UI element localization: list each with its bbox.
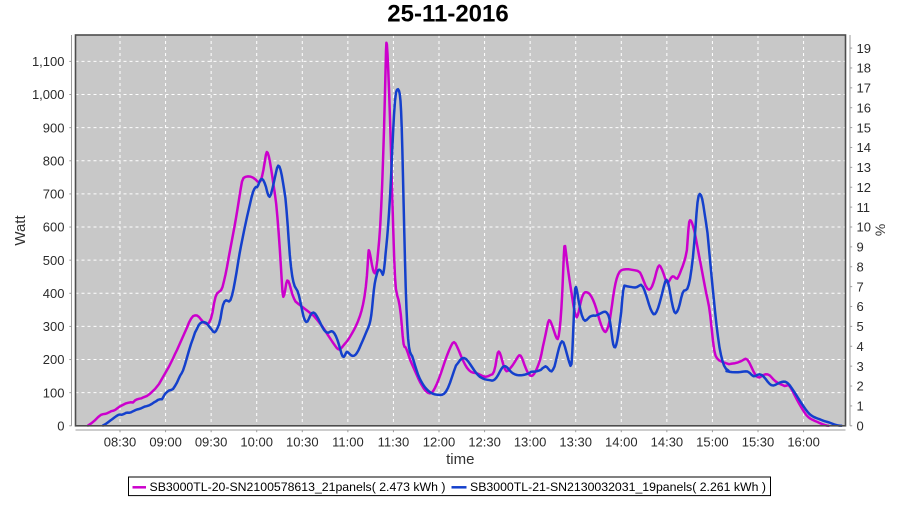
svg-text:1,000: 1,000	[32, 87, 65, 102]
svg-text:0: 0	[57, 419, 64, 434]
svg-text:14:00: 14:00	[605, 434, 638, 449]
svg-text:12:30: 12:30	[468, 434, 501, 449]
svg-text:11:00: 11:00	[332, 434, 364, 449]
svg-text:7: 7	[857, 279, 864, 294]
svg-text:600: 600	[43, 220, 65, 235]
svg-text:12: 12	[857, 180, 871, 195]
svg-text:09:30: 09:30	[195, 434, 228, 449]
svg-text:12:00: 12:00	[423, 434, 456, 449]
svg-text:18: 18	[857, 61, 871, 76]
svg-text:9: 9	[857, 240, 864, 255]
svg-text:08:30: 08:30	[104, 434, 137, 449]
svg-text:800: 800	[43, 154, 65, 169]
svg-text:SB3000TL-20-SN2100578613_21pan: SB3000TL-20-SN2100578613_21panels( 2.473…	[150, 480, 446, 494]
svg-text:10:00: 10:00	[240, 434, 273, 449]
svg-text:200: 200	[43, 352, 65, 367]
svg-text:10:30: 10:30	[286, 434, 319, 449]
svg-text:17: 17	[857, 81, 871, 96]
svg-text:16:00: 16:00	[787, 434, 820, 449]
svg-text:14:30: 14:30	[651, 434, 684, 449]
svg-text:11: 11	[857, 200, 871, 215]
svg-text:3: 3	[857, 359, 864, 374]
svg-text:13:00: 13:00	[514, 434, 547, 449]
svg-text:11:30: 11:30	[378, 434, 410, 449]
svg-text:09:00: 09:00	[149, 434, 182, 449]
svg-text:6: 6	[857, 299, 864, 314]
svg-text:16: 16	[857, 100, 871, 115]
svg-text:13:30: 13:30	[559, 434, 592, 449]
svg-text:15:30: 15:30	[742, 434, 775, 449]
svg-text:%: %	[872, 224, 888, 236]
svg-text:300: 300	[43, 319, 65, 334]
svg-text:5: 5	[857, 319, 864, 334]
svg-text:SB3000TL-21-SN2130032031_19pan: SB3000TL-21-SN2130032031_19panels( 2.261…	[470, 480, 766, 494]
svg-text:100: 100	[43, 385, 65, 400]
svg-text:900: 900	[43, 120, 65, 135]
svg-text:19: 19	[857, 41, 871, 56]
svg-text:8: 8	[857, 260, 864, 275]
svg-text:400: 400	[43, 286, 65, 301]
svg-text:25-11-2016: 25-11-2016	[387, 1, 508, 28]
svg-text:Watt: Watt	[12, 215, 29, 246]
svg-text:13: 13	[857, 160, 871, 175]
svg-text:500: 500	[43, 253, 65, 268]
svg-text:0: 0	[857, 419, 864, 434]
svg-text:700: 700	[43, 187, 65, 202]
svg-text:14: 14	[857, 140, 871, 155]
svg-text:1,100: 1,100	[32, 54, 65, 69]
svg-text:15: 15	[857, 120, 871, 135]
svg-text:2: 2	[857, 379, 864, 394]
svg-text:4: 4	[857, 339, 864, 354]
svg-text:15:00: 15:00	[696, 434, 729, 449]
svg-text:10: 10	[857, 220, 871, 235]
svg-text:time: time	[446, 451, 474, 468]
svg-text:1: 1	[857, 399, 864, 414]
